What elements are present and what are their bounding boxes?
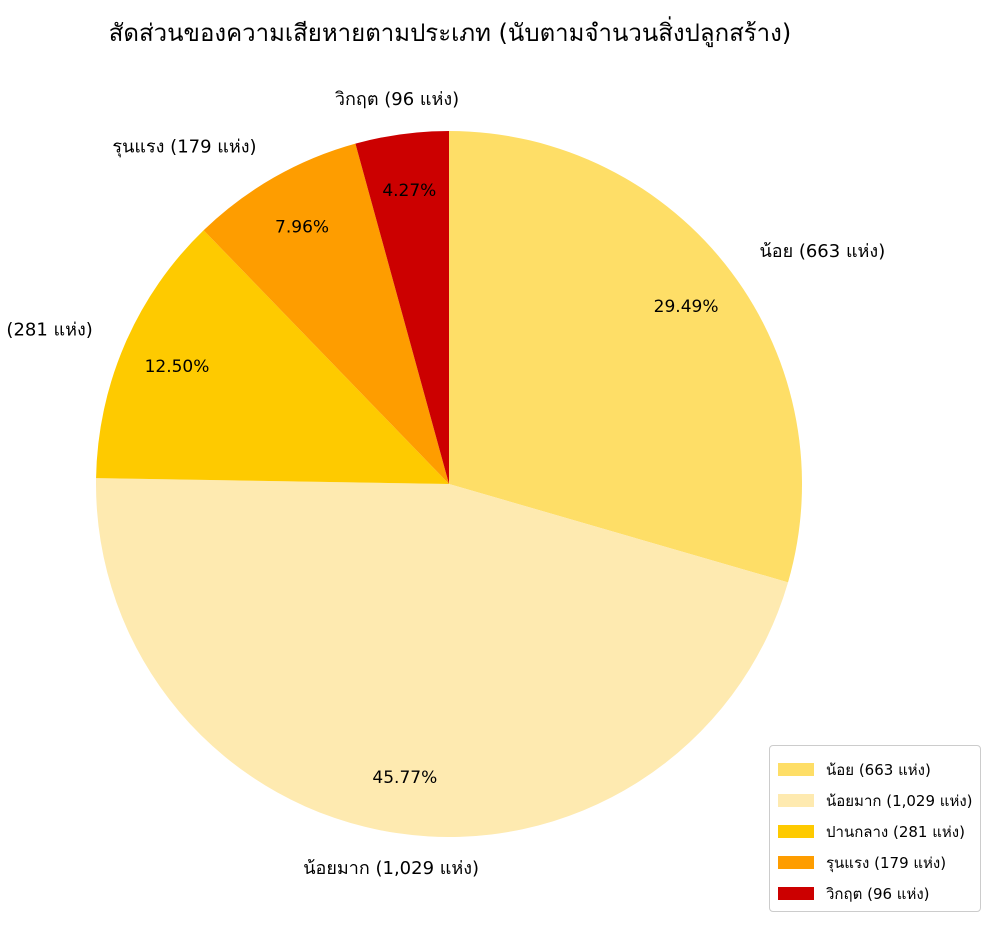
legend-swatch bbox=[778, 763, 814, 776]
pie-percent-label: 45.77% bbox=[372, 768, 437, 788]
legend-swatch bbox=[778, 825, 814, 838]
legend-label: วิกฤต (96 แห่ง) bbox=[826, 884, 930, 903]
legend-swatch bbox=[778, 856, 814, 869]
legend-swatch bbox=[778, 794, 814, 807]
pie-percent-label: 29.49% bbox=[654, 297, 719, 317]
legend-item: วิกฤต (96 แห่ง) bbox=[776, 878, 974, 909]
legend-swatch bbox=[778, 887, 814, 900]
legend-item: รุนแรง (179 แห่ง) bbox=[776, 847, 974, 878]
pie-slice-label: น้อยมาก (1,029 แห่ง) bbox=[303, 858, 479, 879]
legend-label: ปานกลาง (281 แห่ง) bbox=[826, 822, 965, 841]
legend-item: น้อยมาก (1,029 แห่ง) bbox=[776, 785, 974, 816]
legend-label: รุนแรง (179 แห่ง) bbox=[826, 853, 947, 872]
pie-labels: 29.49% น้อย (663 แห่ง) 45.77% น้อยมาก (1,02… bbox=[0, 89, 885, 879]
pie-percent-label: 12.50% bbox=[145, 357, 210, 377]
pie-slices bbox=[95, 131, 802, 837]
legend-label: น้อยมาก (1,029 แห่ง) bbox=[826, 791, 973, 810]
pie-slice-label: ปานกลาง (281 แห่ง) bbox=[0, 319, 93, 340]
pie-slice bbox=[355, 131, 449, 484]
legend-item: ปานกลาง (281 แห่ง) bbox=[776, 816, 974, 847]
pie-slice bbox=[95, 478, 789, 837]
pie-percent-label: 4.27% bbox=[382, 181, 436, 201]
pie-slice-label: น้อย (663 แห่ง) bbox=[759, 241, 885, 262]
legend: น้อย (663 แห่ง) น้อยมาก (1,029 แห่ง) ปานกล… bbox=[769, 745, 981, 912]
chart-title: สัดส่วนของความเสียหายตามประเภท (นับตามจำ… bbox=[109, 16, 791, 48]
pie-percent-label: 7.96% bbox=[275, 217, 329, 237]
pie-slice bbox=[96, 230, 450, 484]
pie-slice-label: วิกฤต (96 แห่ง) bbox=[335, 89, 459, 110]
legend-label: น้อย (663 แห่ง) bbox=[826, 760, 931, 779]
legend-item: น้อย (663 แห่ง) bbox=[776, 754, 974, 785]
pie-slice bbox=[449, 131, 802, 583]
pie-slice bbox=[203, 143, 449, 484]
pie-slice-label: รุนแรง (179 แห่ง) bbox=[112, 137, 256, 158]
